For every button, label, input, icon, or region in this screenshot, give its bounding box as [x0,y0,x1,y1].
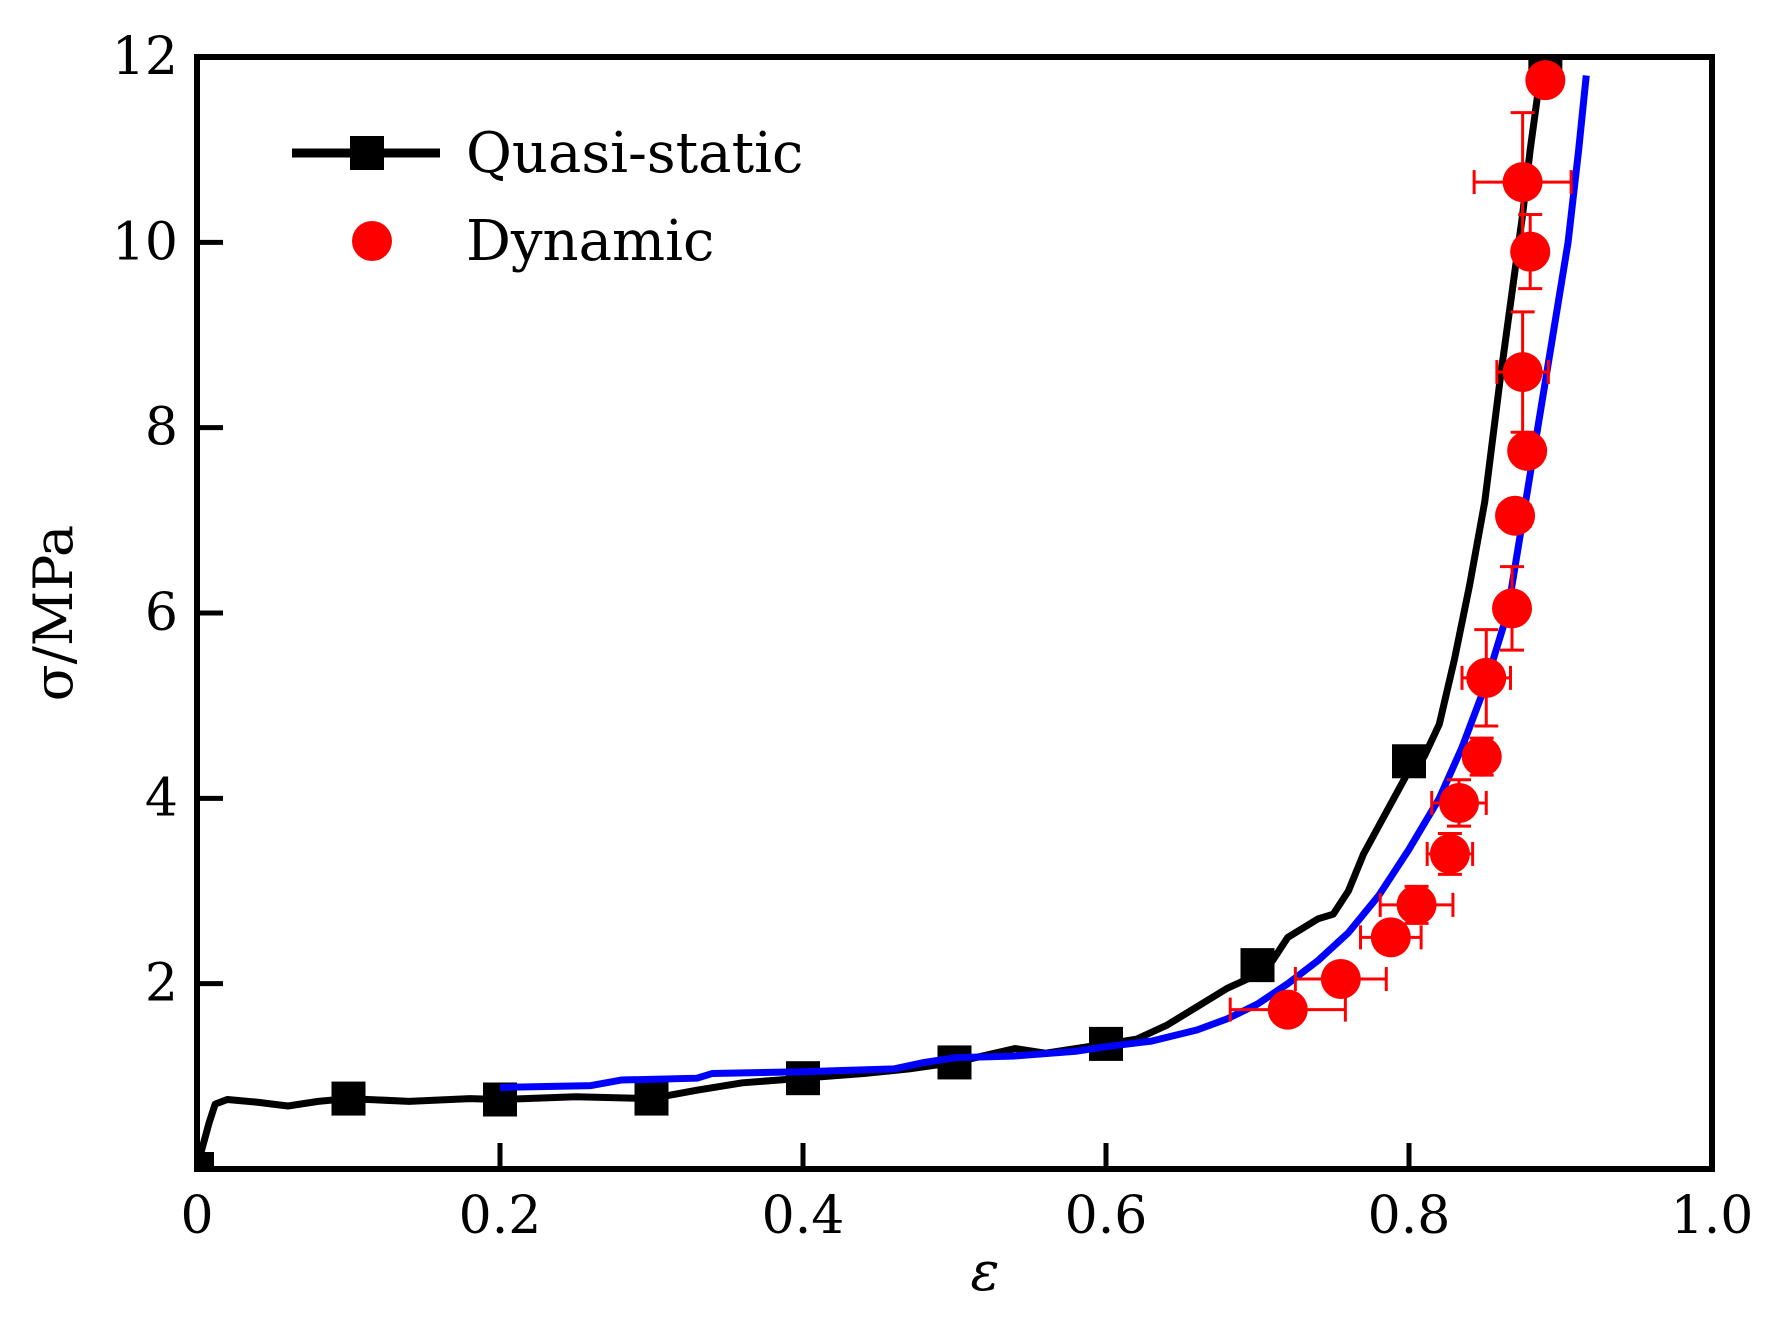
quasi-static-marker-4 [786,1061,820,1096]
x-tick-label-2: 0.4 [762,1186,845,1246]
dynamic-marker-4 [1429,833,1470,874]
legend-label-quasi-static: Quasi-static [466,121,803,186]
y-tick-label-5: 12 [112,27,178,87]
dynamic-point-12 [1510,213,1551,291]
dynamic-marker-3 [1396,884,1437,925]
dynamic-marker-10 [1507,430,1548,471]
dynamic-marker-13 [1502,162,1543,203]
quasi-static-marker-7 [1240,948,1275,983]
dynamic-point-8 [1492,565,1533,652]
x-tick-label-3: 0.6 [1065,1186,1148,1246]
series-line-quasi-static [197,57,1549,1169]
dynamic-point-7 [1460,628,1513,728]
quasi-static-marker-1 [331,1081,366,1116]
y-tick-label-3: 8 [145,398,178,458]
dynamic-point-0 [1228,989,1347,1030]
x-tick-label-0: 0 [180,1186,213,1246]
quasi-static-marker-8 [1392,744,1426,779]
dynamic-point-9 [1495,495,1536,536]
dynamic-marker-9 [1495,495,1536,536]
y-axis-title: σ/MPa [22,525,85,701]
dynamic-marker-8 [1492,588,1533,629]
dynamic-marker-0 [1267,989,1308,1030]
dynamic-marker-5 [1438,782,1479,823]
plot-area [197,57,1590,1169]
plot-frame [194,54,1715,1172]
dynamic-point-3 [1378,884,1455,925]
x-tick-label-1: 0.2 [459,1186,542,1246]
legend: Quasi-static Dynamic [292,121,803,274]
y-tick-label-1: 4 [145,768,178,828]
y-tick-label-0: 2 [145,954,178,1014]
quasi-static-marker-0 [197,1152,214,1169]
y-tick-label-2: 6 [145,583,178,643]
x-axis-title: ε [971,1240,1000,1303]
legend-marker-quasi-static [350,136,384,170]
dynamic-point-14 [1525,60,1566,101]
dynamic-point-2 [1359,917,1423,958]
dynamic-point-11 [1495,310,1550,434]
dynamic-marker-6 [1461,736,1502,777]
dynamic-marker-2 [1370,917,1411,958]
dynamic-point-4 [1425,832,1475,876]
x-tick-label-5: 1.0 [1671,1186,1754,1246]
quasi-static-marker-3 [634,1081,669,1116]
dynamic-point-6 [1461,736,1502,777]
dynamic-point-1 [1293,959,1388,1000]
dynamic-point-5 [1430,778,1488,828]
axes: 0 0.2 0.4 0.6 0.8 1.0 2 4 6 8 10 12 [112,27,1754,1246]
legend-label-dynamic: Dynamic [466,209,714,274]
dynamic-point-10 [1507,430,1548,471]
y-tick-label-4: 10 [112,212,178,272]
dynamic-marker-7 [1466,657,1507,698]
dynamic-marker-11 [1502,352,1543,393]
dynamic-marker-1 [1320,959,1361,1000]
legend-marker-dynamic [352,221,392,261]
dynamic-point-13 [1472,111,1573,254]
dynamic-marker-14 [1525,60,1566,101]
x-tick-label-4: 0.8 [1368,1186,1451,1246]
